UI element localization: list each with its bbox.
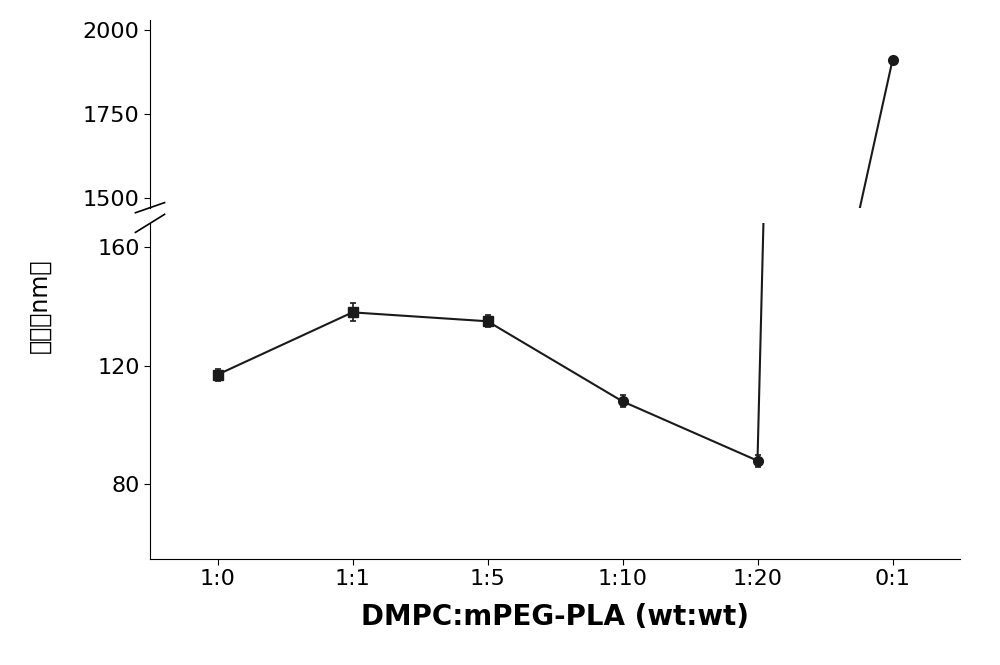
X-axis label: DMPC:mPEG-PLA (wt:wt): DMPC:mPEG-PLA (wt:wt) bbox=[361, 603, 749, 631]
Text: 粒径（nm）: 粒径（nm） bbox=[28, 259, 52, 353]
